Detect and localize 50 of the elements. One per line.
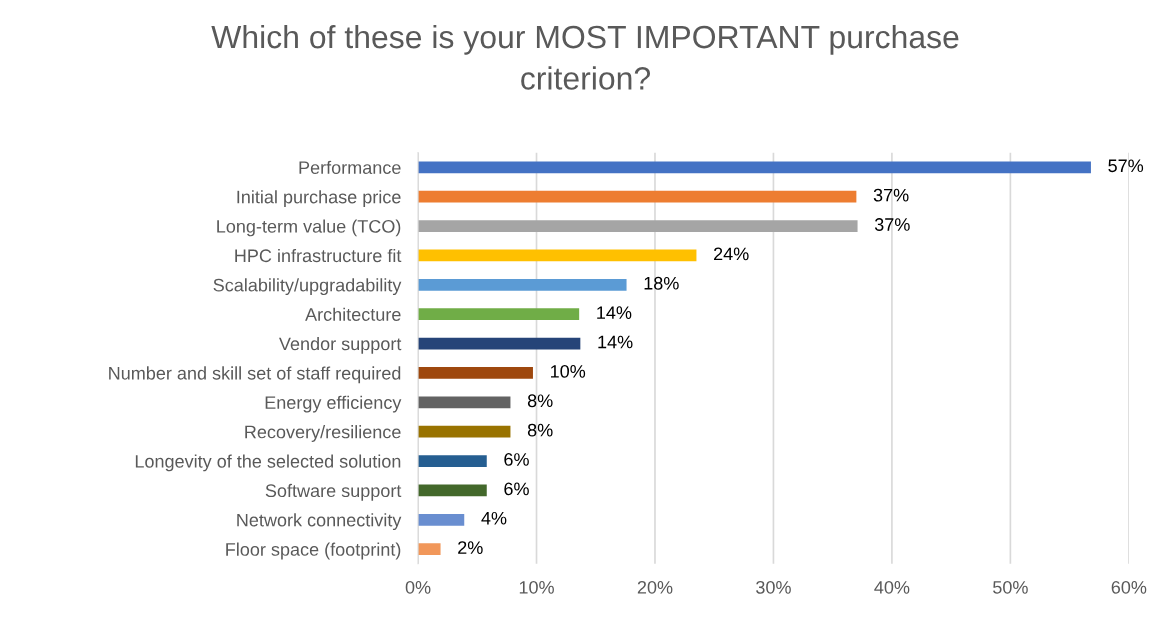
bar bbox=[418, 425, 511, 438]
y-tick-label: Longevity of the selected solution bbox=[135, 454, 401, 472]
data-label: 14% bbox=[598, 335, 633, 349]
bar bbox=[418, 161, 1091, 174]
x-tick-label: 10% bbox=[519, 580, 554, 594]
y-tick-label: Software support bbox=[265, 483, 402, 501]
y-tick-label: Initial purchase price bbox=[237, 190, 401, 207]
x-tick-label: 50% bbox=[993, 580, 1028, 594]
bar bbox=[418, 249, 697, 262]
bar bbox=[418, 337, 581, 350]
data-label: 18% bbox=[644, 276, 679, 290]
y-tick-label: Floor space (footprint) bbox=[226, 542, 401, 560]
data-label: 24% bbox=[714, 247, 749, 261]
y-tick-label: Energy efficiency bbox=[265, 395, 402, 413]
data-label: 8% bbox=[527, 423, 553, 437]
bar bbox=[418, 455, 487, 467]
data-label: 37% bbox=[874, 218, 910, 231]
data-label: 6% bbox=[504, 482, 529, 496]
bar bbox=[418, 278, 627, 291]
bar bbox=[418, 367, 533, 379]
bar bbox=[418, 484, 487, 497]
x-tick-label: 30% bbox=[756, 580, 791, 594]
x-tick-label: 0% bbox=[405, 580, 431, 594]
chart-title: Which of these is your MOST IMPORTANT purchase criterion? bbox=[211, 24, 959, 90]
x-tick-label: 40% bbox=[874, 580, 910, 594]
data-label: 4% bbox=[481, 511, 507, 525]
data-label: 10% bbox=[551, 364, 586, 378]
y-tick-label: Vendor support bbox=[279, 337, 402, 354]
y-tick-label: HPC infrastructure fit bbox=[235, 248, 402, 263]
y-tick-label: Recovery/resilience bbox=[245, 425, 401, 442]
bar bbox=[418, 220, 858, 232]
bar bbox=[418, 190, 857, 203]
bar bbox=[418, 543, 441, 555]
y-tick-label: Scalability/upgradability bbox=[213, 278, 402, 296]
x-tick-label: 60% bbox=[1111, 580, 1147, 594]
y-tick-label: Long-term value (TCO) bbox=[217, 219, 401, 237]
data-label: 6% bbox=[504, 453, 529, 466]
y-tick-label: Architecture bbox=[305, 307, 401, 321]
bar bbox=[418, 396, 511, 409]
y-tick-label: Number and skill set of staff required bbox=[109, 366, 401, 384]
data-label: 14% bbox=[597, 306, 632, 319]
data-label: 37% bbox=[873, 188, 909, 202]
data-label: 2% bbox=[458, 541, 483, 554]
x-tick-label: 20% bbox=[637, 580, 673, 594]
data-label: 8% bbox=[527, 394, 553, 408]
y-tick-label: Network connectivity bbox=[237, 513, 402, 531]
bar bbox=[418, 513, 465, 526]
bar bbox=[418, 308, 580, 321]
y-tick-label: Performance bbox=[299, 160, 401, 175]
data-label: 57% bbox=[1108, 159, 1144, 173]
